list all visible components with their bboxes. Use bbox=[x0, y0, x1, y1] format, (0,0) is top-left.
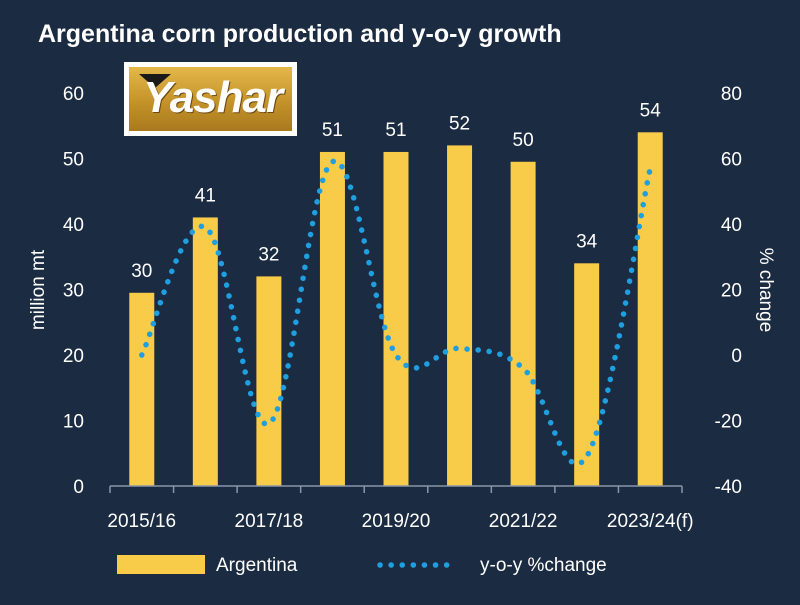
logo-plate: Yashar bbox=[129, 67, 292, 131]
bar-data-label: 52 bbox=[449, 113, 470, 134]
bar-data-label: 30 bbox=[131, 261, 152, 282]
bars-group bbox=[129, 132, 663, 487]
bar bbox=[383, 151, 409, 486]
bar bbox=[637, 132, 663, 487]
logo-text: Yashar bbox=[143, 73, 283, 122]
y-tick-label: 0 bbox=[73, 477, 84, 498]
chart-title: Argentina corn production and y-o-y grow… bbox=[38, 20, 562, 48]
y2-tick-label: 0 bbox=[731, 346, 742, 367]
bar bbox=[574, 263, 600, 486]
y2-tick-label: 40 bbox=[721, 215, 742, 236]
y-tick-label: 40 bbox=[63, 215, 84, 236]
bar bbox=[447, 145, 473, 486]
y-tick-label: 20 bbox=[63, 346, 84, 367]
y-axis-label: million mt bbox=[28, 249, 49, 330]
bar-data-label: 51 bbox=[322, 120, 343, 141]
y-tick-label: 50 bbox=[63, 150, 84, 171]
legend-label-yoy: y-o-y %change bbox=[480, 555, 607, 576]
x-tick-label: 2015/16 bbox=[107, 511, 176, 532]
bar-data-label: 34 bbox=[576, 231, 598, 252]
y-tick-label: 30 bbox=[63, 281, 84, 302]
yoy-dotted-line bbox=[139, 158, 653, 467]
bar bbox=[319, 151, 345, 486]
bar-labels-group: 30 41 32 51 51 52 50 34 54 bbox=[131, 100, 661, 281]
bar-data-label: 51 bbox=[385, 120, 406, 141]
bar-data-label: 41 bbox=[195, 185, 216, 206]
y-tick-label: 10 bbox=[63, 412, 84, 433]
x-tick-label: 2021/22 bbox=[489, 511, 558, 532]
line-dots-group bbox=[139, 158, 653, 467]
legend-swatch-argentina bbox=[117, 555, 205, 574]
yashar-logo: Yashar bbox=[124, 62, 297, 136]
y2-tick-label: -40 bbox=[715, 477, 742, 498]
bar-data-label: 32 bbox=[258, 244, 279, 265]
y2-tick-label: 80 bbox=[721, 84, 742, 105]
bar bbox=[129, 292, 155, 486]
y2-tick-label: 20 bbox=[721, 281, 742, 302]
x-tick-label: 2019/20 bbox=[362, 511, 431, 532]
y2-tick-label: -20 bbox=[715, 412, 742, 433]
x-tick-label: 2023/24(f) bbox=[607, 511, 694, 532]
logo-chevron-icon bbox=[139, 74, 171, 88]
bar bbox=[192, 217, 218, 486]
legend: Argentina y-o-y %change bbox=[117, 555, 607, 576]
bar bbox=[256, 276, 282, 486]
x-tick-label: 2017/18 bbox=[235, 511, 304, 532]
y-ticks-group: 0 10 20 30 40 50 60 bbox=[63, 84, 84, 498]
y2-axis-label: % change bbox=[755, 248, 776, 333]
x-ticks-group: 2015/16 2017/18 2019/20 2021/22 2023/24(f) bbox=[107, 486, 694, 532]
bar-data-label: 50 bbox=[513, 130, 534, 151]
y-tick-label: 60 bbox=[63, 84, 84, 105]
y2-ticks-group: -40 -20 0 20 40 60 80 bbox=[715, 84, 742, 498]
y2-tick-label: 60 bbox=[721, 150, 742, 171]
bar bbox=[510, 161, 536, 486]
bar-data-label: 54 bbox=[640, 100, 662, 121]
legend-label-argentina: Argentina bbox=[216, 555, 298, 576]
